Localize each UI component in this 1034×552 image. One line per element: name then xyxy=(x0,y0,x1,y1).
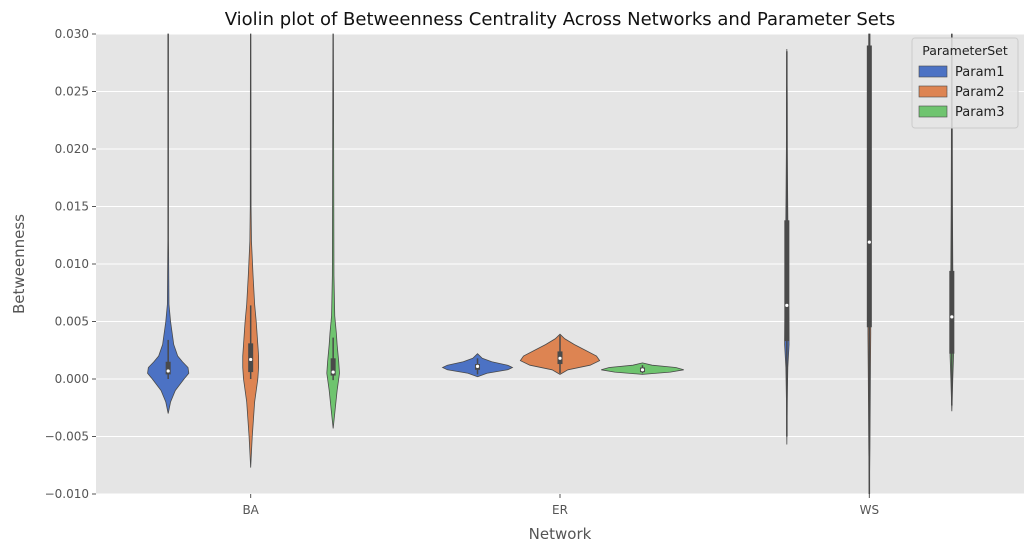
legend-frame xyxy=(911,37,1019,129)
violin-body xyxy=(147,33,190,414)
violin-box xyxy=(866,45,872,328)
legend-label: Param2 xyxy=(955,85,1004,100)
legend-item-param2: Param2 xyxy=(918,85,1004,100)
violin-median xyxy=(785,303,789,307)
legend: ParameterSet Param1 Param2 Param3 xyxy=(911,37,1019,129)
violin-body xyxy=(242,33,259,468)
violin-param2-ws xyxy=(866,33,872,495)
legend-swatch xyxy=(918,65,948,78)
legend-swatch xyxy=(918,105,948,118)
y-axis-label: Betweenness xyxy=(10,214,28,314)
legend-label: Param3 xyxy=(955,105,1004,120)
x-axis-ticks: BA ER WS xyxy=(242,494,879,517)
y-tick-label: 0.020 xyxy=(55,142,89,156)
legend-item-param1: Param1 xyxy=(918,65,1004,80)
legend-swatch xyxy=(918,85,948,98)
x-tick-label: ER xyxy=(552,503,568,517)
violin-param1-er xyxy=(441,353,514,378)
violin-median xyxy=(950,315,954,319)
violin-param3-er xyxy=(601,362,684,375)
violin-box xyxy=(949,270,955,354)
violin-param2-ba xyxy=(242,33,259,468)
y-tick-label: 0.025 xyxy=(55,85,89,99)
violin-median xyxy=(558,356,562,360)
violin-median xyxy=(331,370,335,374)
violin-param3-ba xyxy=(326,33,340,429)
violin-param2-er xyxy=(519,333,601,375)
y-tick-label: −0.010 xyxy=(45,487,89,501)
violin-median xyxy=(166,369,170,373)
y-tick-label: 0.010 xyxy=(55,257,89,271)
x-tick-label: BA xyxy=(242,503,259,517)
violin-median xyxy=(249,357,253,362)
violin-box xyxy=(784,220,790,342)
violin-median xyxy=(475,364,480,368)
y-tick-label: −0.005 xyxy=(45,430,89,444)
x-axis-label: Network xyxy=(529,525,592,543)
violin-box xyxy=(330,358,336,376)
legend-label: Param1 xyxy=(955,65,1004,80)
legend-title: ParameterSet xyxy=(922,43,1008,58)
violins xyxy=(147,33,955,495)
violin-param1-ba xyxy=(147,33,190,414)
x-tick-label: WS xyxy=(860,503,879,517)
violin-box xyxy=(248,343,254,373)
y-tick-label: 0.005 xyxy=(55,315,89,329)
violin-param1-ws xyxy=(784,48,790,445)
y-tick-label: 0.030 xyxy=(55,27,89,41)
violin-box xyxy=(165,361,171,375)
violin-body xyxy=(326,33,340,429)
legend-item-param3: Param3 xyxy=(918,105,1004,120)
y-tick-label: 0.015 xyxy=(55,200,89,214)
y-tick-label: 0.000 xyxy=(55,372,89,386)
chart-title: Violin plot of Betweenness Centrality Ac… xyxy=(225,9,896,30)
violin-median xyxy=(867,240,871,244)
violin-median xyxy=(640,368,645,372)
y-axis-ticks: −0.010 −0.005 0.000 0.005 0.010 0.015 0.020 0.0… xyxy=(45,27,96,501)
